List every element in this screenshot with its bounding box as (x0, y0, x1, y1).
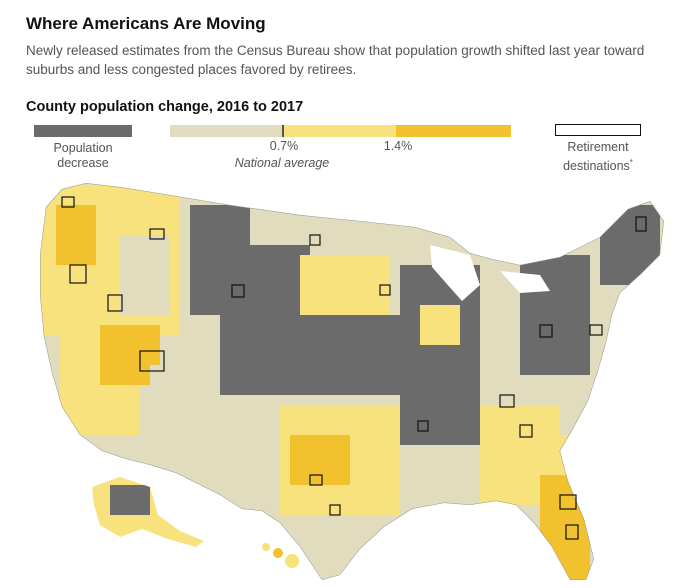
retirement-county (499, 394, 515, 408)
legend-tick-average (282, 125, 284, 137)
legend-tick-label-2: 1.4% (383, 139, 413, 153)
legend-swatch-high-growth (396, 125, 511, 137)
lake-erie-shape (500, 271, 550, 293)
legend-label-decrease-line2: decrease (57, 156, 109, 170)
alaska-interior (110, 485, 150, 515)
legend-average-label: National average (234, 156, 330, 170)
retirement-county (69, 264, 87, 284)
legend-footnote-mark: * (629, 158, 633, 167)
chart-title: Where Americans Are Moving (26, 14, 266, 33)
legend-label-retirement-line2-text: destinations (563, 159, 630, 174)
retirement-county (559, 494, 577, 510)
retirement-county (417, 420, 429, 432)
legend-swatch-decrease (34, 125, 132, 137)
region-new-england (600, 205, 660, 285)
legend-swatch-retirement (555, 124, 641, 136)
lake-michigan-shape (430, 245, 480, 301)
map-title: County population change, 2016 to 2017 (26, 99, 304, 115)
region-texas-triangle (290, 435, 350, 485)
retirement-county (635, 216, 647, 232)
region-upper-midwest (300, 255, 390, 315)
us-county-map (40, 183, 664, 580)
legend-label-decrease: Population decrease (34, 141, 132, 171)
legend-label-decrease-line1: Population (53, 141, 113, 155)
legend-swatch-mid-growth (283, 125, 396, 137)
legend-label-retirement: Retirement destinations* (548, 140, 648, 174)
retirement-county (309, 474, 323, 486)
retirement-outlines (61, 196, 647, 540)
retirement-county (589, 324, 603, 336)
legend-swatch-low-growth (170, 125, 283, 137)
retirement-county (149, 228, 165, 240)
region-carolinas-coast (560, 375, 600, 435)
retirement-county (309, 234, 321, 246)
chart-subtitle: Newly released estimates from the Census… (26, 43, 645, 77)
hawaii-region (262, 543, 299, 568)
hawaii-island-1 (262, 543, 270, 551)
retirement-county (139, 350, 165, 372)
retirement-county (61, 196, 75, 208)
legend-label-retirement-line2: destinations* (548, 155, 648, 174)
region-interior-west (120, 235, 170, 315)
retirement-county (379, 284, 391, 296)
region-chicago (420, 305, 460, 345)
region-puget (56, 205, 96, 265)
retirement-county (565, 524, 579, 540)
retirement-county (519, 424, 533, 438)
retirement-county (329, 504, 341, 516)
legend-tick-label-1: 0.7% (269, 139, 299, 153)
hawaii-island-2 (273, 548, 283, 558)
region-appalachia (520, 255, 590, 375)
region-dakota (250, 205, 310, 245)
retirement-county (231, 284, 245, 298)
retirement-county (539, 324, 553, 338)
retirement-county (107, 294, 123, 312)
region-new-mexico (150, 365, 220, 475)
legend-label-retirement-line1: Retirement (567, 140, 629, 154)
hawaii-island-3 (285, 554, 299, 568)
region-florida (540, 475, 590, 580)
lower-48-outline (40, 183, 664, 580)
region-central-plains (220, 315, 420, 395)
